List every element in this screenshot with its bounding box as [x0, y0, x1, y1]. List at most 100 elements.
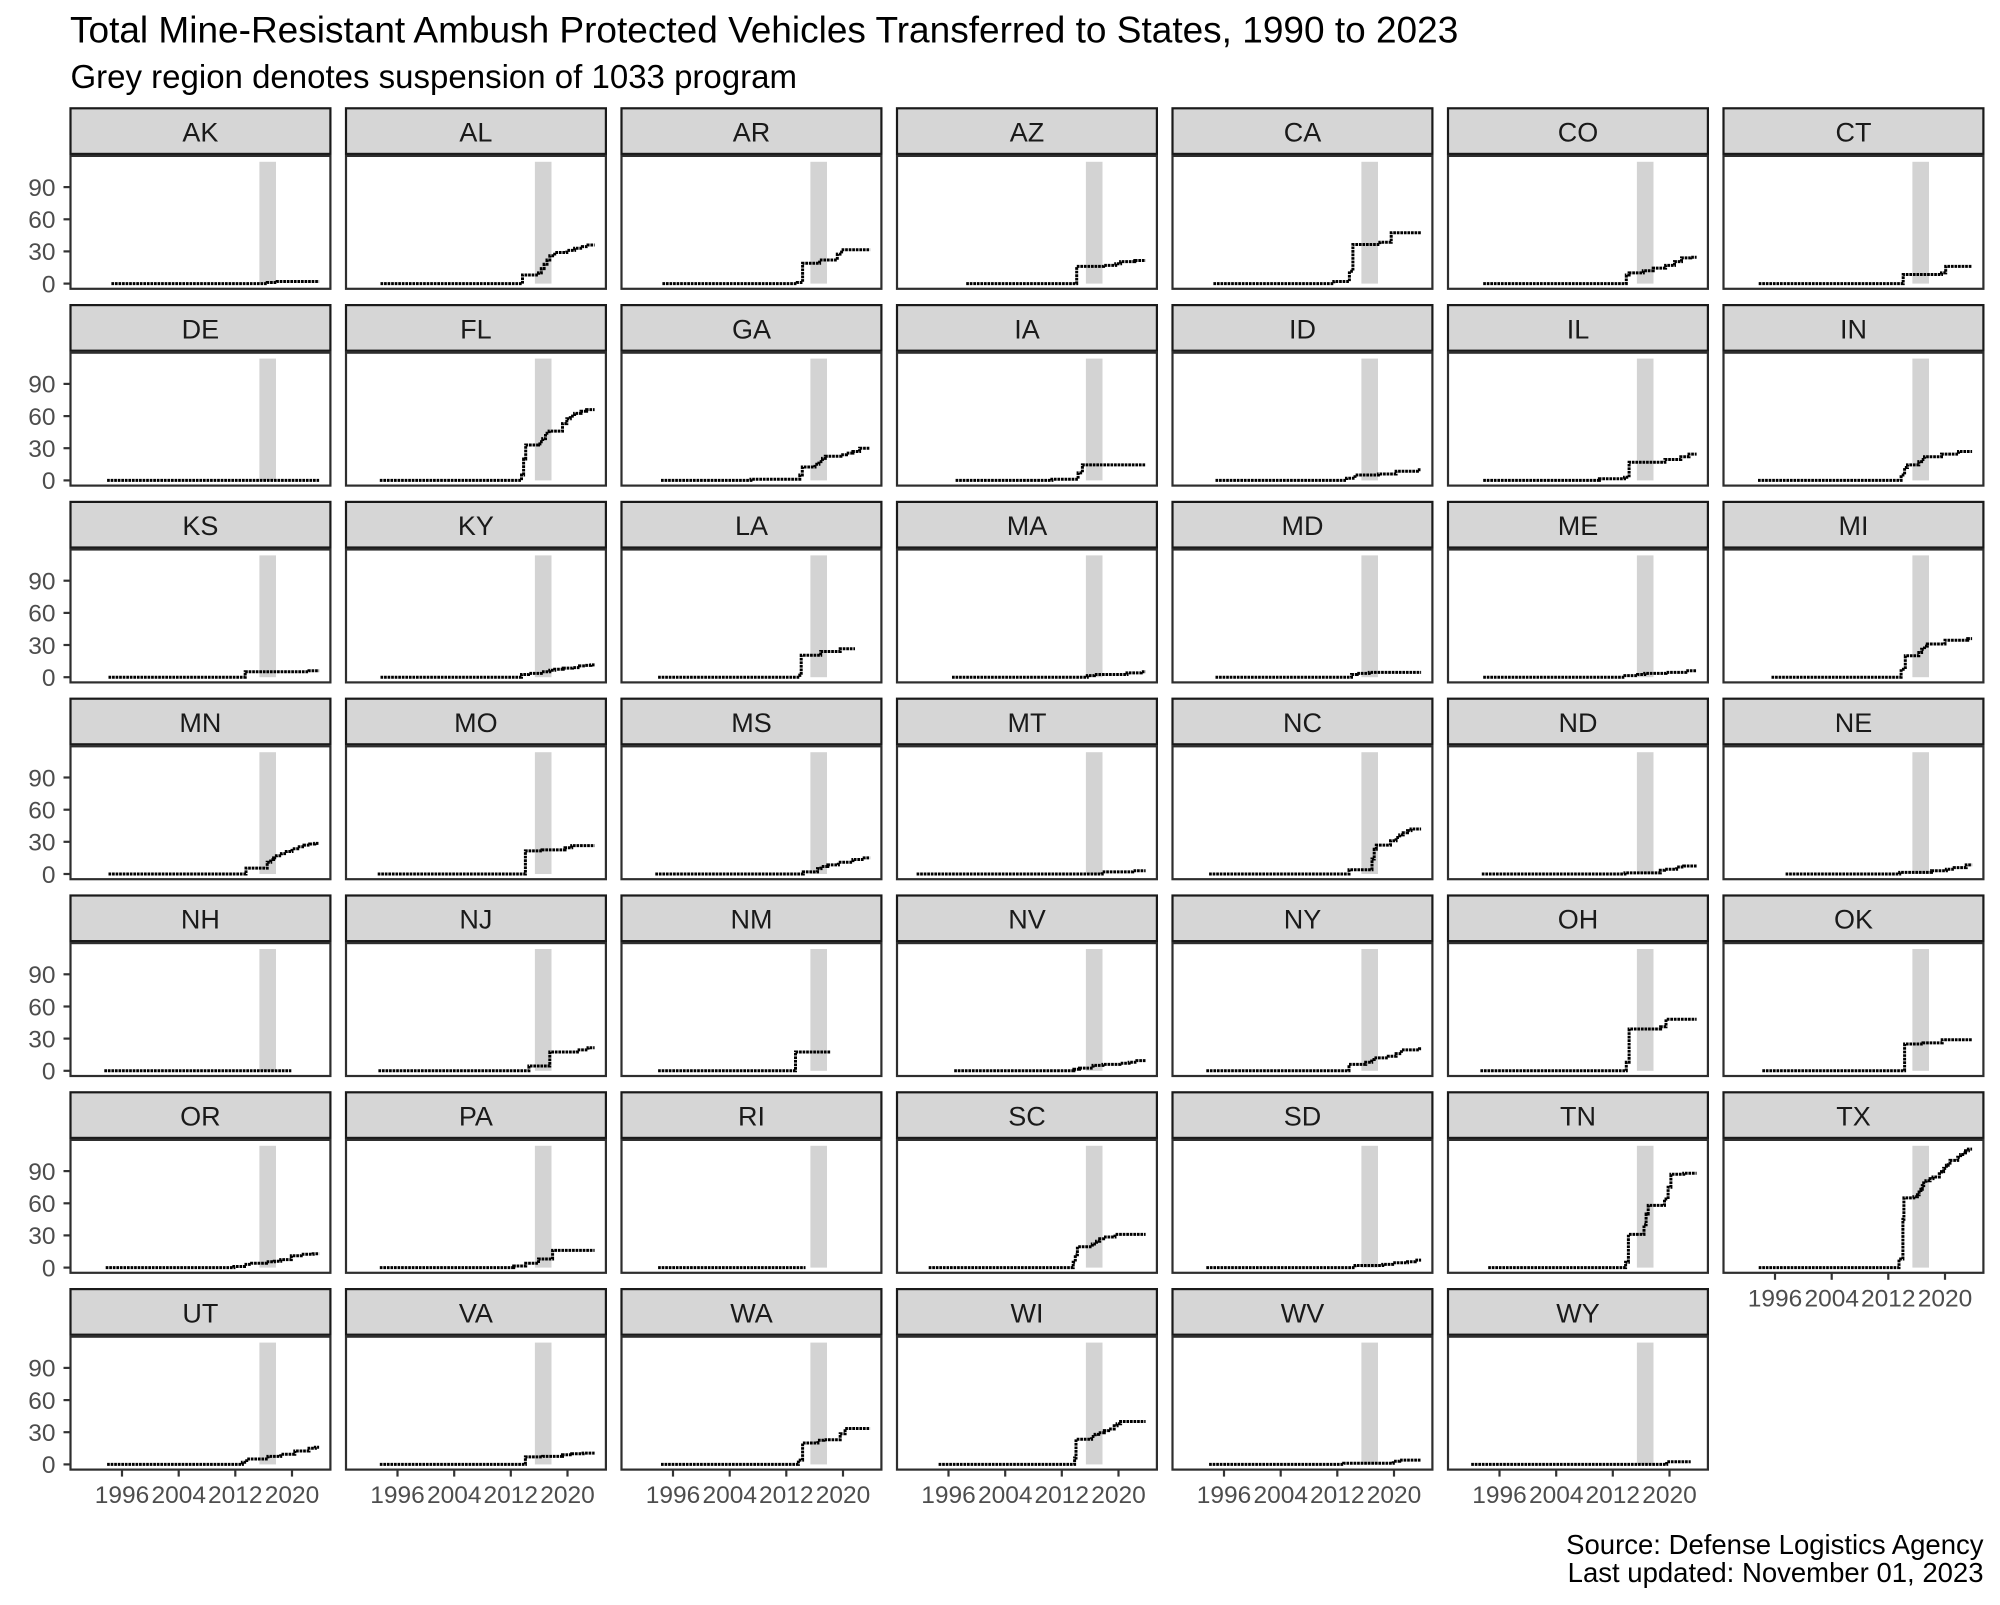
- svg-text:CT: CT: [1836, 118, 1872, 148]
- svg-text:2020: 2020: [1367, 1482, 1422, 1509]
- svg-text:IN: IN: [1840, 314, 1867, 344]
- svg-text:1996: 1996: [95, 1482, 150, 1509]
- svg-text:Last updated: November 01, 20: Last updated: November 01, 2023: [1568, 1557, 1984, 1588]
- svg-text:2004: 2004: [427, 1482, 482, 1509]
- svg-text:SD: SD: [1284, 1102, 1322, 1132]
- svg-text:RI: RI: [738, 1102, 765, 1132]
- svg-text:2012: 2012: [759, 1482, 814, 1509]
- svg-text:WY: WY: [1556, 1298, 1600, 1328]
- svg-text:2004: 2004: [1529, 1482, 1584, 1509]
- svg-text:SC: SC: [1008, 1102, 1046, 1132]
- svg-text:30: 30: [28, 239, 55, 266]
- svg-text:1996: 1996: [1472, 1482, 1527, 1509]
- svg-text:30: 30: [28, 436, 55, 463]
- svg-text:TX: TX: [1836, 1102, 1871, 1132]
- svg-text:0: 0: [42, 1452, 56, 1479]
- svg-text:2012: 2012: [1310, 1482, 1365, 1509]
- svg-text:2012: 2012: [208, 1482, 263, 1509]
- svg-text:DE: DE: [182, 314, 220, 344]
- svg-text:PA: PA: [459, 1102, 493, 1132]
- svg-text:90: 90: [28, 962, 55, 989]
- svg-text:MD: MD: [1282, 511, 1324, 541]
- svg-text:AR: AR: [733, 118, 771, 148]
- svg-text:30: 30: [28, 633, 55, 660]
- svg-text:60: 60: [28, 404, 55, 431]
- svg-text:90: 90: [28, 569, 55, 596]
- svg-text:60: 60: [28, 1191, 55, 1218]
- svg-text:VA: VA: [459, 1298, 493, 1328]
- svg-text:2012: 2012: [1586, 1482, 1641, 1509]
- svg-text:0: 0: [42, 271, 56, 298]
- svg-text:Total Mine-Resistant Ambush Pr: Total Mine-Resistant Ambush Protected Ve…: [70, 10, 1458, 51]
- svg-text:LA: LA: [735, 511, 768, 541]
- svg-text:2004: 2004: [978, 1482, 1033, 1509]
- svg-text:90: 90: [28, 1159, 55, 1186]
- svg-text:OH: OH: [1558, 905, 1599, 935]
- svg-text:90: 90: [28, 175, 55, 202]
- svg-text:OK: OK: [1834, 905, 1873, 935]
- svg-text:2012: 2012: [1035, 1482, 1090, 1509]
- svg-text:AZ: AZ: [1010, 118, 1045, 148]
- svg-text:GA: GA: [732, 314, 771, 344]
- svg-text:1996: 1996: [370, 1482, 425, 1509]
- svg-text:1996: 1996: [1748, 1285, 1803, 1312]
- svg-text:60: 60: [28, 1388, 55, 1415]
- svg-text:1996: 1996: [1197, 1482, 1252, 1509]
- svg-text:TN: TN: [1560, 1102, 1596, 1132]
- svg-text:2004: 2004: [1804, 1285, 1859, 1312]
- svg-text:2012: 2012: [484, 1482, 539, 1509]
- svg-text:1996: 1996: [646, 1482, 701, 1509]
- svg-text:NY: NY: [1284, 905, 1322, 935]
- svg-text:ME: ME: [1558, 511, 1599, 541]
- svg-text:90: 90: [28, 372, 55, 399]
- svg-text:NV: NV: [1008, 905, 1046, 935]
- svg-text:MA: MA: [1007, 511, 1048, 541]
- svg-text:OR: OR: [180, 1102, 221, 1132]
- svg-text:60: 60: [28, 994, 55, 1021]
- svg-text:2020: 2020: [1918, 1285, 1973, 1312]
- svg-text:ND: ND: [1559, 708, 1598, 738]
- svg-text:0: 0: [42, 468, 56, 495]
- svg-text:NJ: NJ: [459, 905, 492, 935]
- svg-text:0: 0: [42, 665, 56, 692]
- svg-text:30: 30: [28, 1420, 55, 1447]
- svg-text:0: 0: [42, 1255, 56, 1282]
- svg-text:WA: WA: [730, 1298, 773, 1328]
- svg-text:MN: MN: [179, 708, 221, 738]
- svg-text:NE: NE: [1835, 708, 1873, 738]
- svg-text:FL: FL: [460, 314, 492, 344]
- svg-text:Source: Defense Logistics Agen: Source: Defense Logistics Agency: [1566, 1529, 1984, 1560]
- svg-text:NH: NH: [181, 905, 220, 935]
- svg-text:30: 30: [28, 830, 55, 857]
- svg-text:KY: KY: [458, 511, 494, 541]
- svg-text:CA: CA: [1284, 118, 1322, 148]
- svg-text:KS: KS: [182, 511, 218, 541]
- svg-text:90: 90: [28, 1356, 55, 1383]
- svg-text:60: 60: [28, 601, 55, 628]
- svg-text:AK: AK: [182, 118, 218, 148]
- svg-text:UT: UT: [182, 1298, 218, 1328]
- svg-text:NM: NM: [731, 905, 773, 935]
- svg-text:2004: 2004: [702, 1482, 757, 1509]
- svg-text:WV: WV: [1281, 1298, 1325, 1328]
- svg-text:2020: 2020: [540, 1482, 595, 1509]
- svg-text:2012: 2012: [1861, 1285, 1916, 1312]
- svg-text:AL: AL: [459, 118, 492, 148]
- svg-text:MT: MT: [1008, 708, 1047, 738]
- svg-text:60: 60: [28, 798, 55, 825]
- svg-text:2020: 2020: [1091, 1482, 1146, 1509]
- svg-text:2020: 2020: [265, 1482, 320, 1509]
- svg-text:2004: 2004: [1253, 1482, 1308, 1509]
- svg-text:0: 0: [42, 1059, 56, 1086]
- svg-text:90: 90: [28, 765, 55, 792]
- svg-text:Grey region denotes suspension: Grey region denotes suspension of 1033 p…: [71, 58, 797, 95]
- svg-text:NC: NC: [1283, 708, 1322, 738]
- svg-text:IA: IA: [1014, 314, 1040, 344]
- svg-text:2020: 2020: [1642, 1482, 1697, 1509]
- svg-text:WI: WI: [1011, 1298, 1044, 1328]
- svg-text:MO: MO: [454, 708, 498, 738]
- svg-text:30: 30: [28, 1026, 55, 1053]
- svg-text:2004: 2004: [151, 1482, 206, 1509]
- svg-text:CO: CO: [1558, 118, 1599, 148]
- svg-text:0: 0: [42, 862, 56, 889]
